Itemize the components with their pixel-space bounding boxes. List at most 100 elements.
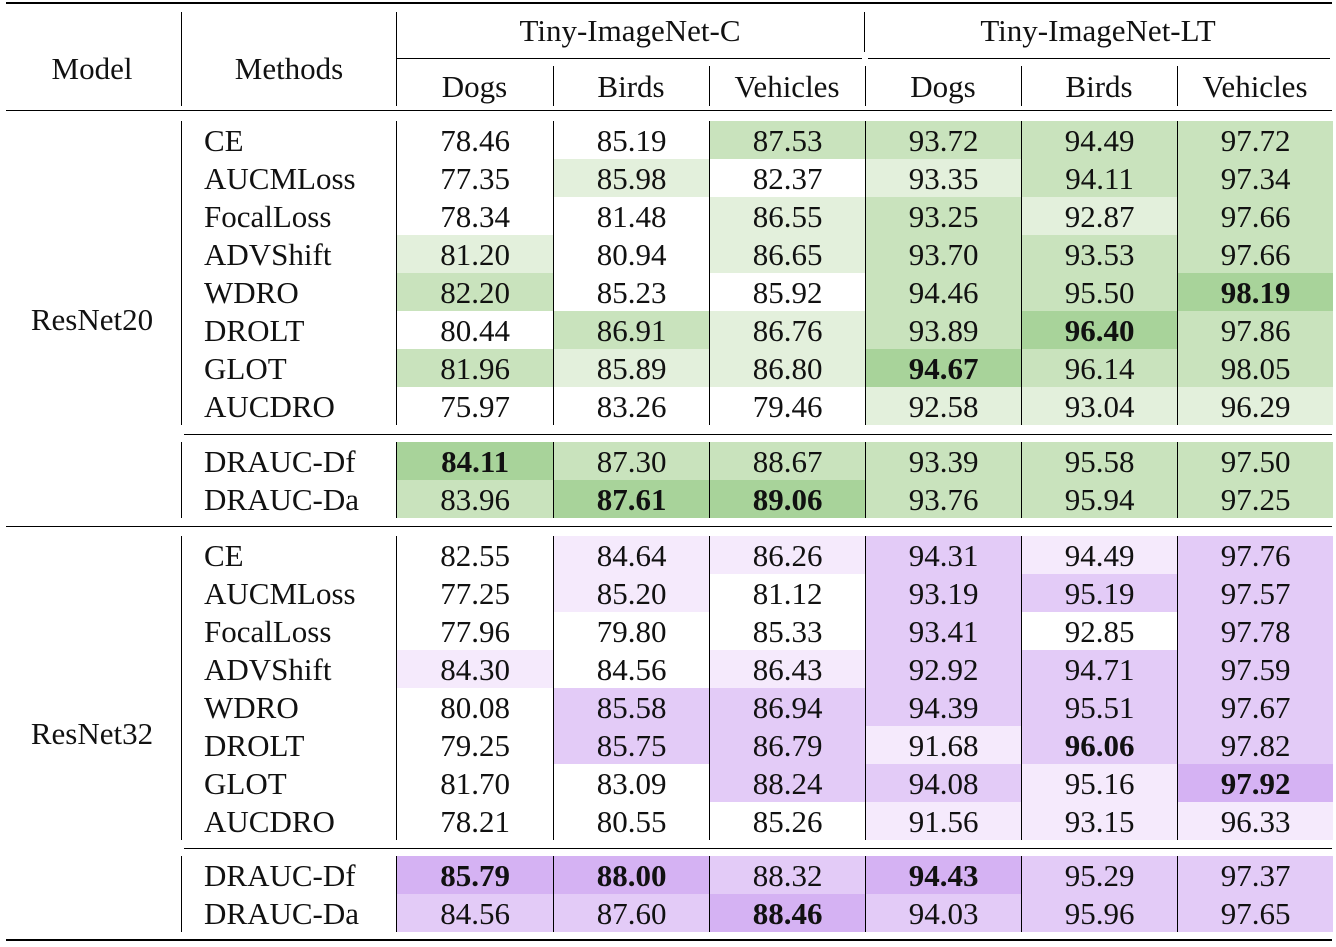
value-cell: 97.57	[1178, 574, 1333, 612]
bar-methods-left	[181, 121, 183, 425]
bar-methods-left	[181, 442, 183, 518]
value-cell: 86.43	[710, 650, 865, 688]
header-group-tiny-imagenet-c: Tiny-ImageNet-C	[519, 12, 741, 48]
value-cell: 96.33	[1178, 802, 1333, 840]
value-cell: 91.68	[866, 726, 1021, 764]
header-bar-sub-1	[709, 66, 711, 106]
value-cell: 97.37	[1178, 856, 1333, 894]
method-name: CE	[204, 122, 244, 158]
ours-separator	[184, 434, 1332, 436]
value-cell: 94.71	[1022, 650, 1177, 688]
value-cell: 93.25	[866, 197, 1021, 235]
value-cell: 86.79	[710, 726, 865, 764]
value-cell: 81.20	[397, 235, 553, 273]
value-cell: 80.94	[554, 235, 709, 273]
bar-col-5	[1177, 442, 1179, 518]
value-cell: 81.48	[554, 197, 709, 235]
value-cell: 93.70	[866, 235, 1021, 273]
method-name: ADVShift	[204, 236, 332, 272]
value-cell: 97.67	[1178, 688, 1333, 726]
value-cell: 92.85	[1022, 612, 1177, 650]
bar-col-1	[553, 536, 555, 840]
value-cell: 96.14	[1022, 349, 1177, 387]
value-cell: 85.33	[710, 612, 865, 650]
bar-col-4	[1021, 121, 1023, 425]
method-name: WDRO	[204, 274, 299, 310]
value-cell: 84.64	[554, 536, 709, 574]
method-name: DRAUC-Da	[204, 481, 359, 517]
header-bar-sub-2	[865, 66, 867, 106]
value-cell: 83.26	[554, 387, 709, 425]
value-cell: 98.05	[1178, 349, 1333, 387]
value-cell: 79.46	[710, 387, 865, 425]
bar-col-4	[1021, 442, 1023, 518]
method-name: FocalLoss	[204, 613, 332, 649]
value-cell: 96.40	[1022, 311, 1177, 349]
value-cell: 87.60	[554, 894, 709, 932]
bar-col-4	[1021, 856, 1023, 932]
value-cell: 97.65	[1178, 894, 1333, 932]
header-bar-model	[181, 12, 183, 106]
value-cell: 85.58	[554, 688, 709, 726]
header-bar-sub-0	[553, 66, 555, 106]
value-cell: 85.19	[554, 121, 709, 159]
bar-col-3	[865, 121, 867, 425]
header-group-tiny-imagenet-lt: Tiny-ImageNet-LT	[980, 12, 1216, 48]
value-cell: 85.92	[710, 273, 865, 311]
value-cell: 79.80	[554, 612, 709, 650]
value-cell: 93.39	[866, 442, 1021, 480]
value-cell: 95.58	[1022, 442, 1177, 480]
value-cell: 95.51	[1022, 688, 1177, 726]
model-label: ResNet20	[30, 301, 154, 337]
value-cell: 94.43	[866, 856, 1021, 894]
value-cell: 93.41	[866, 612, 1021, 650]
value-cell: 87.53	[710, 121, 865, 159]
bottom-rule	[6, 939, 1332, 941]
value-cell: 86.55	[710, 197, 865, 235]
value-cell: 97.72	[1178, 121, 1333, 159]
method-name: FocalLoss	[204, 198, 332, 234]
method-name: CE	[204, 537, 244, 573]
value-cell: 80.44	[397, 311, 553, 349]
header-methods: Methods	[234, 50, 344, 86]
method-name: ADVShift	[204, 651, 332, 687]
value-cell: 87.30	[554, 442, 709, 480]
bar-col-0	[396, 856, 398, 932]
value-cell: 78.21	[397, 802, 553, 840]
value-cell: 93.89	[866, 311, 1021, 349]
value-cell: 88.46	[710, 894, 865, 932]
bar-col-5	[1177, 536, 1179, 840]
value-cell: 97.66	[1178, 197, 1333, 235]
header-model: Model	[51, 50, 133, 86]
header-rule	[6, 110, 1332, 112]
value-cell: 95.19	[1022, 574, 1177, 612]
value-cell: 92.92	[866, 650, 1021, 688]
method-name: AUCDRO	[204, 388, 335, 424]
value-cell: 97.78	[1178, 612, 1333, 650]
value-cell: 86.80	[710, 349, 865, 387]
value-cell: 97.82	[1178, 726, 1333, 764]
value-cell: 95.96	[1022, 894, 1177, 932]
bar-methods-left	[181, 856, 183, 932]
value-cell: 96.06	[1022, 726, 1177, 764]
bar-col-3	[865, 856, 867, 932]
value-cell: 84.56	[397, 894, 553, 932]
value-cell: 92.58	[866, 387, 1021, 425]
value-cell: 77.96	[397, 612, 553, 650]
value-cell: 93.72	[866, 121, 1021, 159]
method-name: DRAUC-Df	[204, 443, 356, 479]
header-sub-dogs: Dogs	[441, 68, 508, 104]
value-cell: 97.34	[1178, 159, 1333, 197]
method-name: AUCMLoss	[204, 160, 356, 196]
header-bar-sub-3	[1021, 66, 1023, 106]
value-cell: 77.35	[397, 159, 553, 197]
value-cell: 81.96	[397, 349, 553, 387]
value-cell: 91.56	[866, 802, 1021, 840]
method-name: DROLT	[204, 727, 305, 763]
top-rule	[6, 2, 1332, 4]
value-cell: 94.46	[866, 273, 1021, 311]
model-label: ResNet32	[30, 716, 154, 751]
value-cell: 93.04	[1022, 387, 1177, 425]
value-cell: 93.76	[866, 480, 1021, 518]
